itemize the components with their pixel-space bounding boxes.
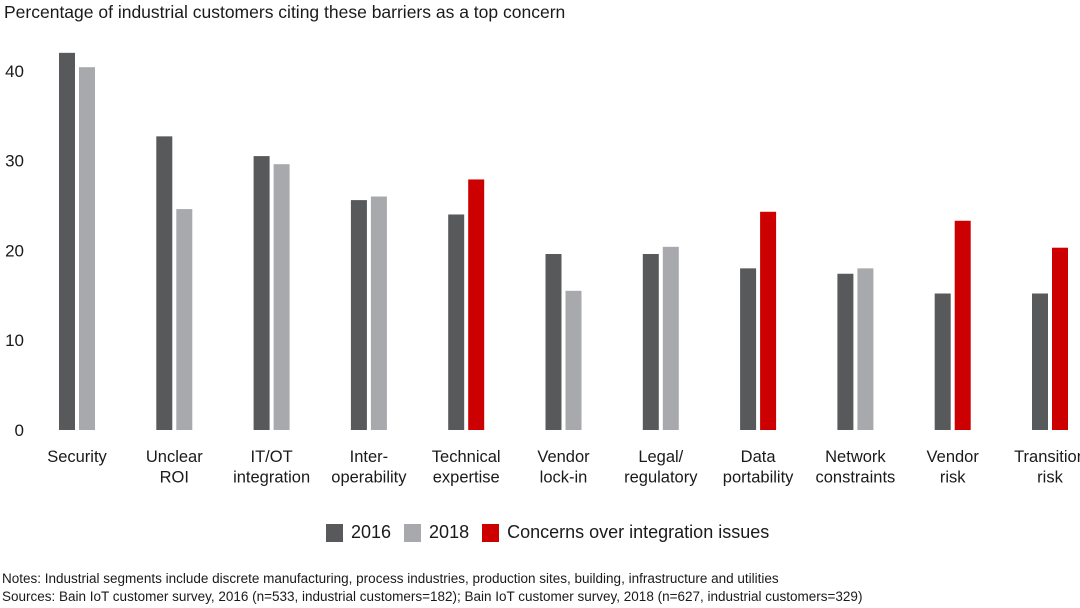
y-tick-label: 40 [5,62,24,81]
bar-2016 [740,268,757,430]
category-label: Unclear ROI [146,448,203,487]
category-label: IT/OT integration [233,448,310,487]
category-label: Security [47,448,107,466]
bar-2016 [253,156,270,431]
legend: 2016 2018 Concerns over integration issu… [326,522,782,543]
bar-2016 [1032,293,1048,430]
legend-item-integration-concern: Concerns over integration issues [482,522,769,543]
y-tick-label: 10 [5,331,24,350]
legend-swatch-2016 [326,523,343,542]
legend-swatch-integration-concern [482,523,500,542]
bar-2018-integration-concern [954,220,971,430]
bar-2016 [837,273,854,430]
x-axis: Security Unclear ROI IT/OT integration Inter-… [47,448,1080,487]
category-label: Technical expertise [432,448,501,487]
bar-2016 [156,136,173,430]
bar-group [59,52,1068,431]
y-axis: 0 10 20 30 40 [5,62,24,440]
category-label: Inter-operability [331,448,407,487]
category-label: Vendor lock-in [537,448,590,487]
notes-line: Notes: Industrial segments include discr… [2,571,779,586]
bar-2018 [176,209,193,430]
bar-2018 [662,246,679,430]
legend-label-integration-concern: Concerns over integration issues [507,522,770,542]
bar-2016 [934,293,951,430]
bar-2018-integration-concern [468,179,485,430]
bar-2018-integration-concern [1052,247,1068,430]
chart-title: Percentage of industrial customers citin… [4,2,566,22]
sources-line: Sources: Bain IoT customer survey, 2016 … [2,589,863,604]
y-tick-label: 20 [5,241,24,260]
bar-2016 [545,253,562,430]
bar-2018 [79,67,95,430]
bar-2018-integration-concern [760,211,777,430]
legend-item-2018: 2018 [404,522,469,543]
category-label: Network constraints [816,448,896,487]
y-tick-label: 30 [5,152,24,171]
category-label: Vendor risk [927,448,980,487]
bar-2016 [59,52,75,431]
bar-2016 [350,200,367,430]
bar-2018 [370,196,387,430]
legend-label-2018: 2018 [429,522,470,542]
legend-item-2016: 2016 [326,522,391,543]
bar-chart: 0 10 20 30 40 Security Unclear ROI IT/OT integra… [5,52,1080,487]
notes-block: Notes: Industrial segments include discr… [2,570,862,606]
bar-2018 [857,268,874,430]
category-label: Transition risk [1014,448,1080,487]
bar-2016 [642,253,659,430]
category-label: Legal/regulatory [624,448,698,487]
y-tick-label: 0 [15,421,24,440]
legend-label-2016: 2016 [351,522,392,542]
bar-2018 [565,290,582,430]
category-label: Data portability [723,448,794,487]
legend-swatch-2018 [404,523,422,542]
bar-2018 [273,164,290,430]
bar-2016 [448,214,465,430]
